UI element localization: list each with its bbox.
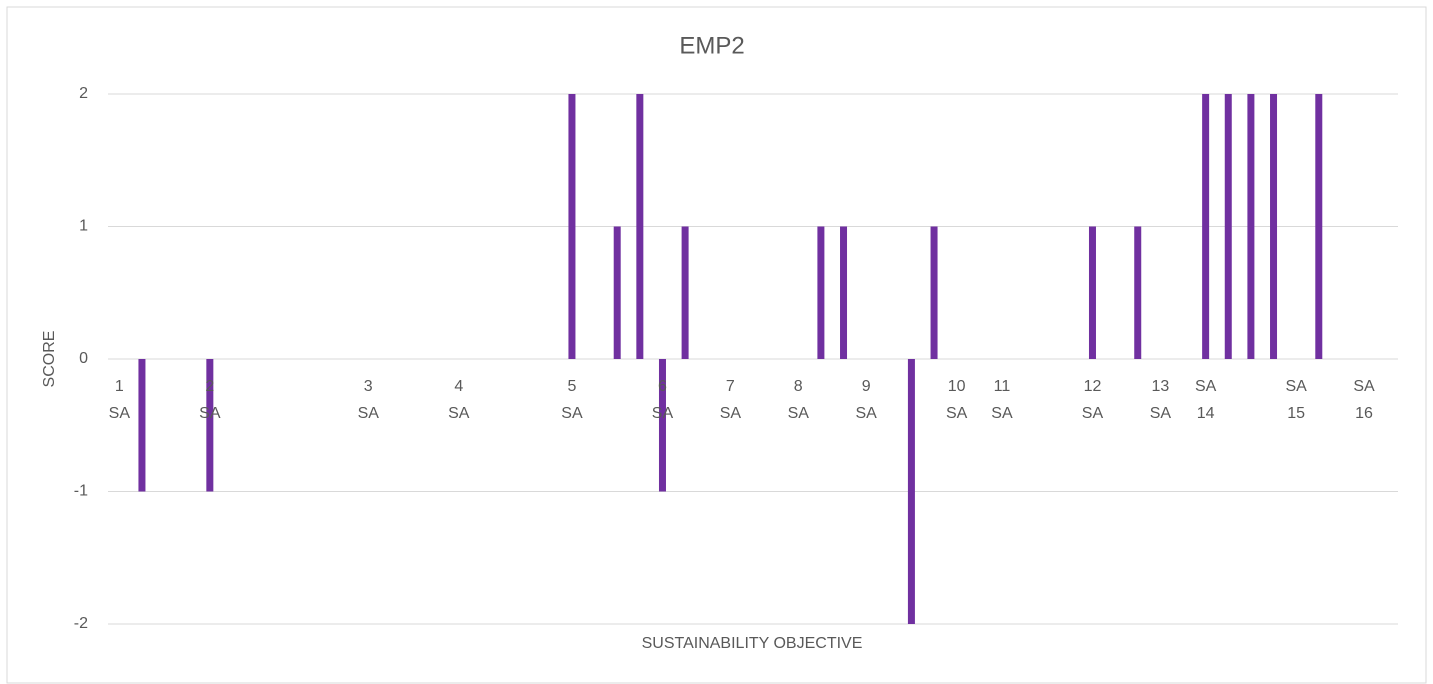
bar — [568, 94, 576, 359]
y-tick-label: -2 — [74, 615, 88, 632]
bar — [1224, 94, 1232, 359]
bar — [138, 359, 146, 492]
bar — [1270, 94, 1278, 359]
x-tick-label: 3 SA — [357, 378, 379, 422]
chart-border — [6, 6, 1427, 684]
y-tick-label: 2 — [79, 85, 88, 102]
x-tick-label: 1 SA — [108, 378, 130, 422]
x-tick-label: SA 16 — [1353, 378, 1375, 422]
x-tick-label: 8 SA — [787, 378, 809, 422]
bar — [206, 359, 214, 492]
y-tick-label: -1 — [74, 483, 88, 500]
x-tick-label: SA 15 — [1285, 378, 1307, 422]
bar — [636, 94, 644, 359]
x-tick-label: 6 SA — [651, 378, 674, 422]
bar — [658, 359, 666, 492]
x-tick-label: 10 SA — [946, 378, 968, 422]
x-tick-label: 5 SA — [561, 378, 583, 422]
y-tick-label: 1 — [79, 218, 88, 235]
bar — [1088, 226, 1096, 359]
x-tick-label: SA 14 — [1194, 378, 1217, 422]
bar — [907, 359, 915, 624]
x-tick-label: 4 SA — [448, 378, 470, 422]
bar — [1202, 94, 1210, 359]
x-tick-label: 12 SA — [1081, 378, 1104, 422]
bar — [817, 226, 825, 359]
bar — [840, 226, 848, 359]
bar — [1134, 226, 1142, 359]
x-tick-label: 2 SA — [199, 378, 221, 422]
y-tick-label: 0 — [79, 350, 88, 367]
bar — [930, 226, 938, 359]
bar — [1247, 94, 1255, 359]
bar — [1315, 94, 1323, 359]
x-tick-label: 9 SA — [855, 378, 877, 422]
y-axis-title: SCORE — [41, 331, 58, 388]
x-tick-label: 13 SA — [1149, 378, 1172, 422]
bar — [613, 226, 621, 359]
x-tick-label: 11 SA — [991, 378, 1013, 422]
x-tick-label: 7 SA — [719, 378, 742, 422]
x-axis-title: SUSTAINABILITY OBJECTIVE — [642, 635, 863, 652]
chart-title: EMP2 — [679, 32, 744, 59]
bar — [681, 226, 689, 359]
